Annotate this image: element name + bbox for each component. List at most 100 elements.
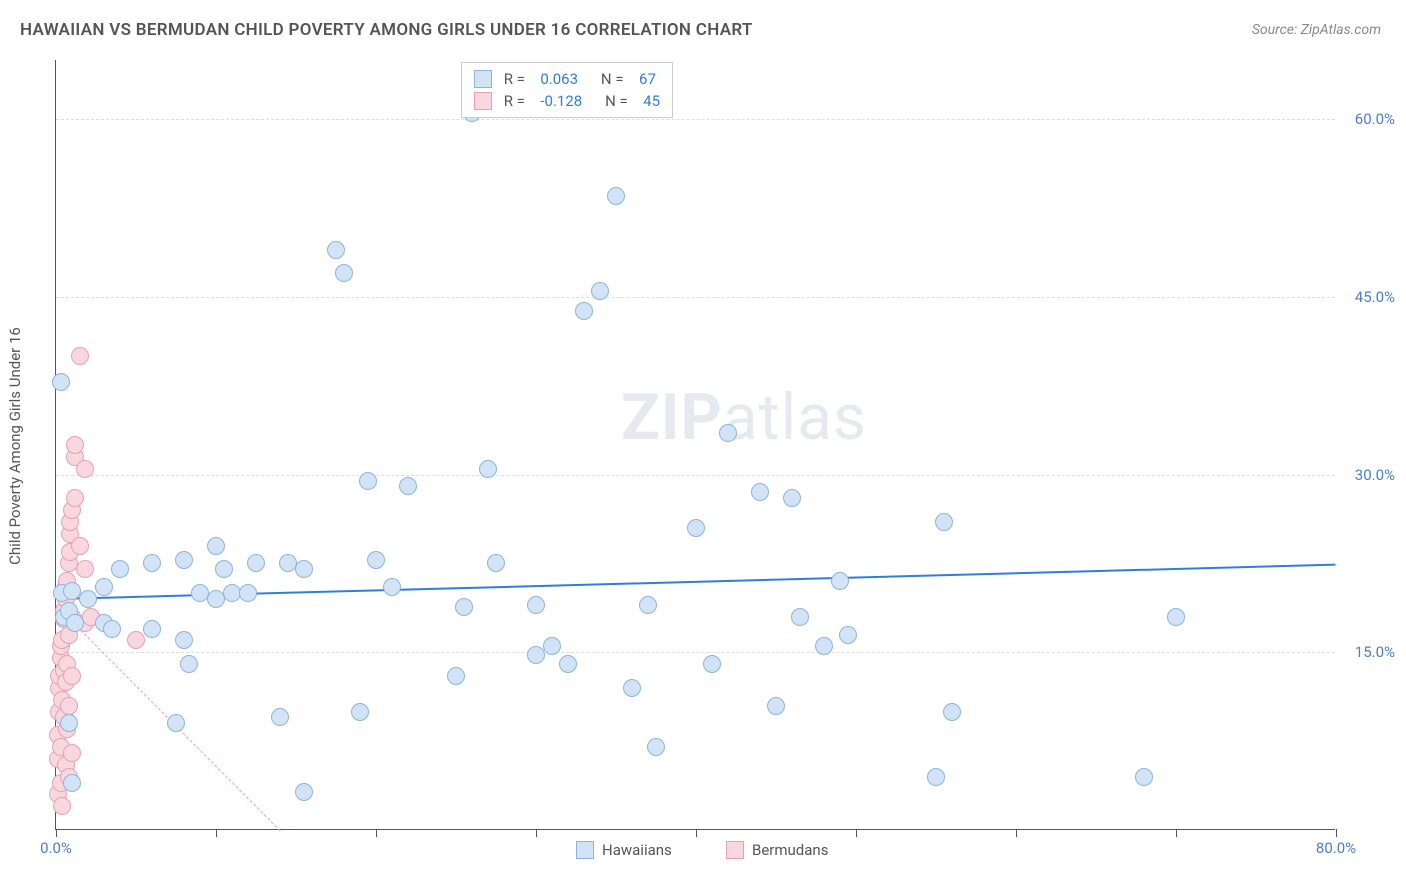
watermark: ZIPatlas xyxy=(621,380,867,455)
data-point xyxy=(783,489,801,507)
data-point xyxy=(63,774,81,792)
data-point xyxy=(271,708,289,726)
data-point xyxy=(143,620,161,638)
gridline xyxy=(56,119,1335,120)
data-point xyxy=(447,667,465,685)
gridline xyxy=(56,297,1335,298)
x-tick-label: 0.0% xyxy=(40,839,72,857)
data-point xyxy=(687,519,705,537)
data-point xyxy=(295,783,313,801)
plot-area: ZIPatlas 15.0%30.0%45.0%60.0%0.0%80.0% R… xyxy=(55,60,1335,830)
legend-swatch xyxy=(726,841,744,859)
y-axis-label: Child Poverty Among Girls Under 16 xyxy=(6,327,24,565)
legend-swatch xyxy=(576,841,594,859)
data-point xyxy=(180,655,198,673)
data-point xyxy=(479,460,497,478)
data-point xyxy=(367,551,385,569)
data-point xyxy=(66,489,84,507)
data-point xyxy=(71,537,89,555)
data-point xyxy=(76,460,94,478)
data-point xyxy=(1167,608,1185,626)
data-point xyxy=(351,703,369,721)
data-point xyxy=(487,554,505,572)
data-point xyxy=(399,477,417,495)
y-tick-label: 45.0% xyxy=(1340,288,1395,306)
data-point xyxy=(175,551,193,569)
data-point xyxy=(167,714,185,732)
data-point xyxy=(53,797,71,815)
data-point xyxy=(63,667,81,685)
data-point xyxy=(215,560,233,578)
r-label: R = xyxy=(500,92,532,110)
gridline xyxy=(56,652,1335,653)
legend-swatch xyxy=(474,70,492,88)
x-tick xyxy=(536,829,537,837)
data-point xyxy=(52,373,70,391)
data-point xyxy=(335,264,353,282)
data-point xyxy=(60,714,78,732)
data-point xyxy=(71,347,89,365)
x-tick-label: 80.0% xyxy=(1316,839,1356,857)
r-label: R = xyxy=(500,70,532,88)
y-tick-label: 30.0% xyxy=(1340,466,1395,484)
data-point xyxy=(647,738,665,756)
data-point xyxy=(527,596,545,614)
x-tick xyxy=(1336,829,1337,837)
data-point xyxy=(1135,768,1153,786)
data-point xyxy=(327,241,345,259)
data-point xyxy=(79,590,97,608)
y-tick-label: 60.0% xyxy=(1340,110,1395,128)
data-point xyxy=(66,614,84,632)
source-attribution: Source: ZipAtlas.com xyxy=(1252,22,1381,38)
data-point xyxy=(767,697,785,715)
stats-row: R = -0.128 N = 45 xyxy=(474,90,660,112)
data-point xyxy=(383,578,401,596)
data-point xyxy=(607,187,625,205)
chart-container: HAWAIIAN VS BERMUDAN CHILD POVERTY AMONG… xyxy=(0,0,1406,892)
r-value: -0.128 xyxy=(540,92,582,110)
data-point xyxy=(455,598,473,616)
data-point xyxy=(247,554,265,572)
data-point xyxy=(66,436,84,454)
data-point xyxy=(143,554,161,572)
x-tick xyxy=(1016,829,1017,837)
data-point xyxy=(103,620,121,638)
data-point xyxy=(935,513,953,531)
gridline xyxy=(56,475,1335,476)
legend-item: Bermudans xyxy=(726,841,828,859)
data-point xyxy=(239,584,257,602)
data-point xyxy=(839,626,857,644)
data-point xyxy=(791,608,809,626)
n-value: 67 xyxy=(639,70,656,88)
x-tick xyxy=(56,829,57,837)
r-value: 0.063 xyxy=(540,70,578,88)
y-tick-label: 15.0% xyxy=(1340,643,1395,661)
data-point xyxy=(831,572,849,590)
data-point xyxy=(751,483,769,501)
data-point xyxy=(927,768,945,786)
data-point xyxy=(127,631,145,649)
data-point xyxy=(719,424,737,442)
data-point xyxy=(175,631,193,649)
stats-box: R = 0.063 N = 67 R = -0.128 N = 45 xyxy=(461,62,673,118)
chart-title: HAWAIIAN VS BERMUDAN CHILD POVERTY AMONG… xyxy=(20,20,753,40)
n-value: 45 xyxy=(643,92,660,110)
data-point xyxy=(639,596,657,614)
x-tick xyxy=(376,829,377,837)
data-point xyxy=(63,744,81,762)
data-point xyxy=(60,697,78,715)
watermark-rest: atlas xyxy=(723,380,867,455)
data-point xyxy=(815,637,833,655)
data-point xyxy=(623,679,641,697)
watermark-bold: ZIP xyxy=(621,380,723,455)
data-point xyxy=(559,655,577,673)
data-point xyxy=(95,578,113,596)
data-point xyxy=(111,560,129,578)
x-tick xyxy=(856,829,857,837)
data-point xyxy=(359,472,377,490)
data-point xyxy=(207,537,225,555)
stats-row: R = 0.063 N = 67 xyxy=(474,68,660,90)
legend-item: Hawaiians xyxy=(576,841,672,859)
data-point xyxy=(943,703,961,721)
data-point xyxy=(591,282,609,300)
